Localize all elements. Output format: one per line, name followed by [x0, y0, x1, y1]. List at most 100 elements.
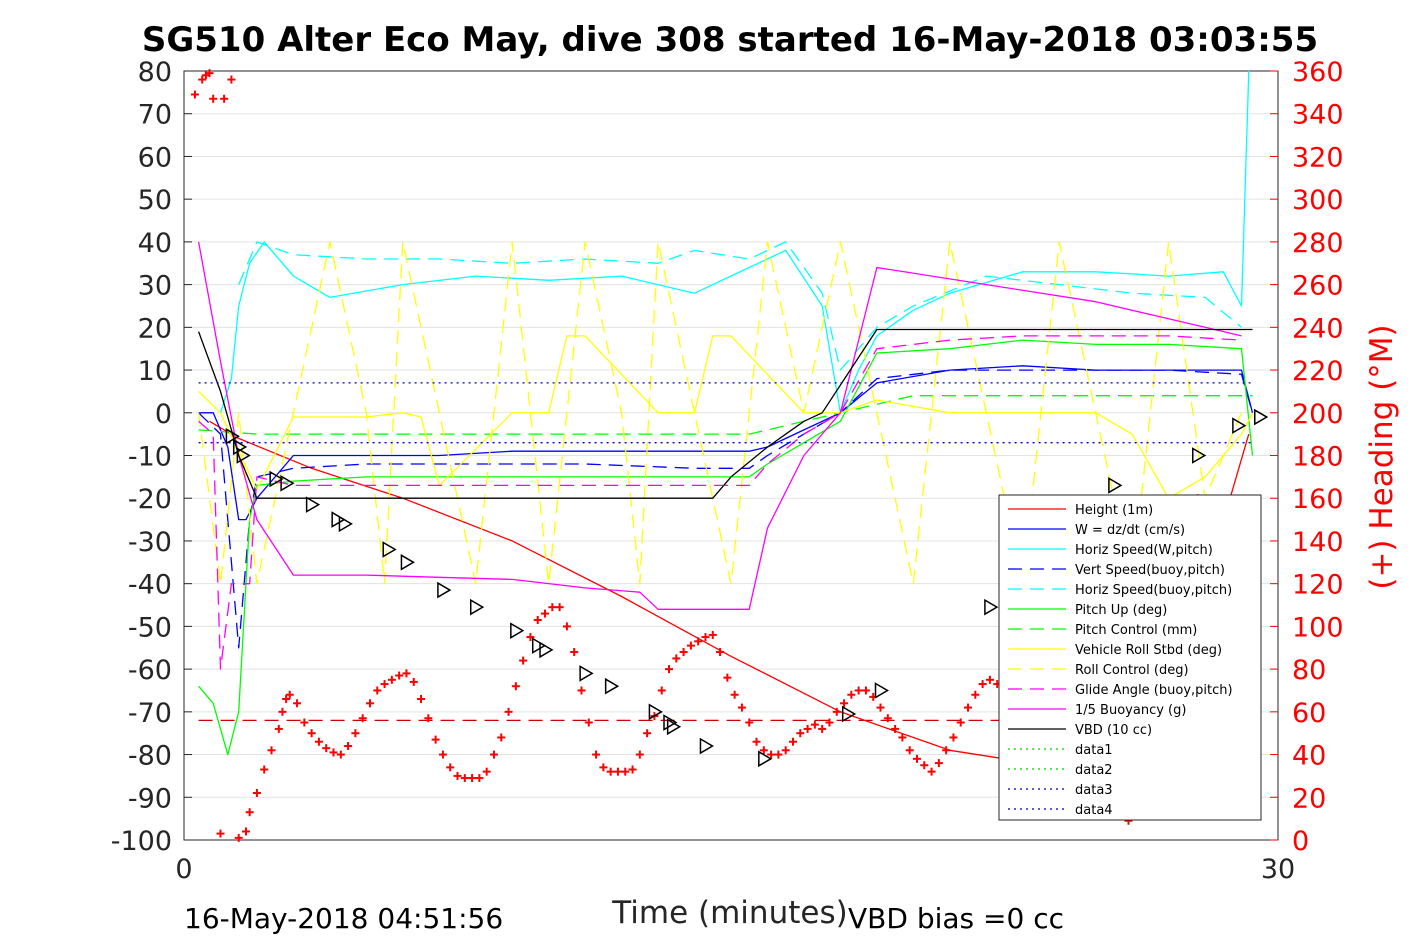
heading-point: [453, 771, 462, 780]
depth-marker-triangle: [225, 427, 240, 445]
heading-point: [927, 767, 936, 776]
heading-point: [198, 75, 207, 84]
depth-marker-triangle: [469, 598, 485, 616]
legend: Height (1m) W = dz/dt (cm/s) Horiz Speed(W…: [998, 494, 1262, 821]
depth-marker-triangle: [758, 750, 773, 768]
heading-point: [205, 69, 214, 78]
heading-point: [796, 729, 805, 738]
series-line-pitch-up-deg: [198, 339, 1254, 756]
left-axis-ticks: 80 70 60 50 40 30 20 10 0 -10 -20 -30 -40 -50 -60 -70 -8…: [111, 57, 192, 857]
heading-point: [314, 737, 323, 746]
heading-point: [825, 718, 834, 727]
depth-marker-triangle: [666, 718, 682, 736]
heading-point: [971, 690, 980, 699]
heading-point: [300, 718, 309, 727]
heading-point: [818, 724, 827, 733]
right-tick-label: 260: [1292, 271, 1344, 302]
heading-point: [562, 622, 571, 631]
heading-point: [679, 648, 688, 657]
heading-point: [402, 669, 411, 678]
heading-point: [220, 94, 229, 103]
heading-point: [395, 671, 404, 680]
right-axis-label: (+) Heading (°M): [1364, 324, 1400, 589]
right-tick-label: 280: [1292, 228, 1344, 259]
heading-point: [686, 641, 695, 650]
right-tick-label: 220: [1292, 356, 1344, 387]
heading-point: [533, 615, 542, 624]
heading-point: [365, 699, 374, 708]
depth-marker-triangle: [1192, 447, 1207, 464]
series-line-glide-angle-buoy-pitch: [198, 335, 1242, 670]
depth-marker-triangle: [437, 581, 452, 599]
heading-point: [468, 774, 477, 783]
depth-marker-triangle: [338, 515, 353, 533]
heading-point: [949, 733, 958, 742]
legend-label: Glide Angle (buoy,pitch): [1075, 683, 1233, 698]
heading-point: [482, 767, 491, 776]
legend-label: Pitch Up (deg): [1075, 603, 1167, 618]
series-line-pitch-control-mm: [198, 395, 1253, 435]
right-tick-label: 120: [1292, 570, 1344, 601]
heading-point: [883, 714, 892, 723]
heading-point: [628, 765, 637, 774]
depth-marker-triangle: [331, 511, 346, 528]
left-tick-label: -90: [128, 783, 172, 814]
heading-point: [964, 703, 973, 712]
depth-marker-triangle: [604, 677, 620, 695]
depth-marker-triangle: [648, 703, 663, 721]
heading-point: [781, 746, 790, 755]
heading-point: [577, 686, 586, 695]
legend-label: data1: [1075, 743, 1113, 758]
right-tick-label: 300: [1292, 185, 1344, 216]
heading-point: [282, 695, 291, 704]
series-line-w-dz-dt-cm-s: [198, 365, 1254, 521]
heading-point: [643, 729, 652, 738]
heading-point: [891, 724, 900, 733]
legend-label: Vehicle Roll Stbd (deg): [1075, 643, 1222, 658]
right-tick-label: 360: [1292, 57, 1344, 88]
heading-point: [613, 767, 622, 776]
depth-marker-triangle: [539, 641, 554, 659]
x-tick-label: 0: [175, 854, 192, 885]
left-tick-label: 20: [138, 313, 172, 344]
heading-point: [759, 746, 768, 755]
footer-timestamp: 16-May-2018 04:51:56: [184, 902, 503, 935]
heading-point: [489, 750, 498, 759]
heading-point: [898, 733, 907, 742]
heading-point: [584, 718, 593, 727]
legend-label: data3: [1075, 783, 1113, 798]
heading-point: [599, 763, 608, 772]
heading-point: [344, 742, 353, 751]
depth-marker-triangle: [984, 598, 999, 616]
series-line-vehicle-roll-stbd-deg: [198, 335, 1254, 499]
heading-point: [278, 707, 287, 716]
left-tick-label: 10: [138, 356, 172, 387]
depth-marker-triangle: [1108, 477, 1123, 494]
heading-point: [541, 609, 550, 618]
depth-marker-triangle: [841, 705, 857, 723]
right-tick-label: 0: [1292, 826, 1309, 857]
heading-point: [730, 690, 739, 699]
heading-point: [657, 686, 666, 695]
heading-point: [526, 633, 535, 642]
series-line-vbd-10-cc: [197, 328, 1253, 499]
right-tick-label: 160: [1292, 484, 1344, 515]
heading-point: [912, 754, 921, 763]
heading-point: [209, 94, 218, 103]
legend-label: W = dz/dt (cm/s): [1075, 523, 1185, 538]
heading-point: [803, 724, 812, 733]
left-tick-label: -80: [128, 741, 172, 772]
heading-point: [511, 682, 520, 691]
depth-marker-triangle: [280, 474, 295, 492]
heading-point: [504, 707, 513, 716]
depth-marker-triangle: [269, 470, 284, 488]
legend-label: Height (1m): [1075, 503, 1153, 518]
left-tick-label: 60: [138, 142, 172, 173]
heading-point: [708, 630, 717, 639]
heading-point: [694, 637, 703, 646]
depth-marker-triangle: [663, 714, 678, 731]
heading-point: [570, 648, 579, 657]
heading-point: [274, 724, 283, 733]
left-tick-label: 50: [138, 185, 172, 216]
right-tick-label: 40: [1292, 741, 1326, 772]
